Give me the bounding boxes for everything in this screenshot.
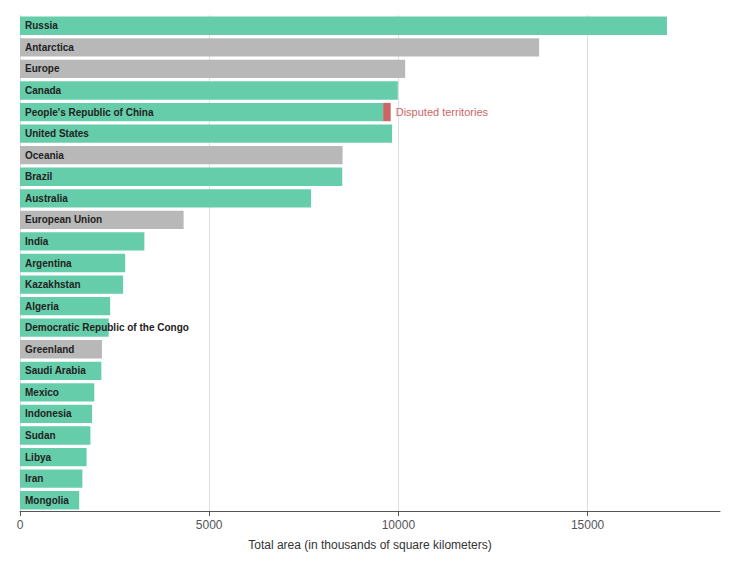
svg-text:Algeria: Algeria — [25, 301, 59, 312]
svg-text:Total area (in thousands of sq: Total area (in thousands of square kilom… — [248, 538, 491, 552]
svg-text:Mexico: Mexico — [25, 387, 59, 398]
svg-text:10000: 10000 — [382, 518, 416, 532]
svg-text:Saudi Arabia: Saudi Arabia — [25, 365, 86, 376]
svg-text:People's Republic of China: People's Republic of China — [25, 107, 154, 118]
svg-text:Canada: Canada — [25, 85, 62, 96]
svg-text:Russia: Russia — [25, 20, 58, 31]
svg-text:Australia: Australia — [25, 193, 68, 204]
svg-text:Disputed territories: Disputed territories — [396, 106, 489, 118]
svg-text:5000: 5000 — [196, 518, 223, 532]
svg-text:Greenland: Greenland — [25, 344, 74, 355]
svg-text:Democratic Republic of the Con: Democratic Republic of the Congo — [25, 322, 189, 333]
svg-text:Argentina: Argentina — [25, 258, 72, 269]
svg-text:Kazakhstan: Kazakhstan — [25, 279, 81, 290]
svg-text:Brazil: Brazil — [25, 171, 52, 182]
svg-text:0: 0 — [17, 518, 24, 532]
svg-text:15000: 15000 — [571, 518, 605, 532]
svg-text:Sudan: Sudan — [25, 430, 56, 441]
svg-text:India: India — [25, 236, 49, 247]
svg-text:European Union: European Union — [25, 214, 102, 225]
svg-text:Libya: Libya — [25, 452, 52, 463]
svg-text:Indonesia: Indonesia — [25, 408, 72, 419]
svg-text:Iran: Iran — [25, 473, 43, 484]
svg-text:Europe: Europe — [25, 63, 60, 74]
svg-text:Mongolia: Mongolia — [25, 495, 69, 506]
svg-text:Oceania: Oceania — [25, 150, 64, 161]
svg-text:Antarctica: Antarctica — [25, 42, 74, 53]
svg-text:United States: United States — [25, 128, 89, 139]
